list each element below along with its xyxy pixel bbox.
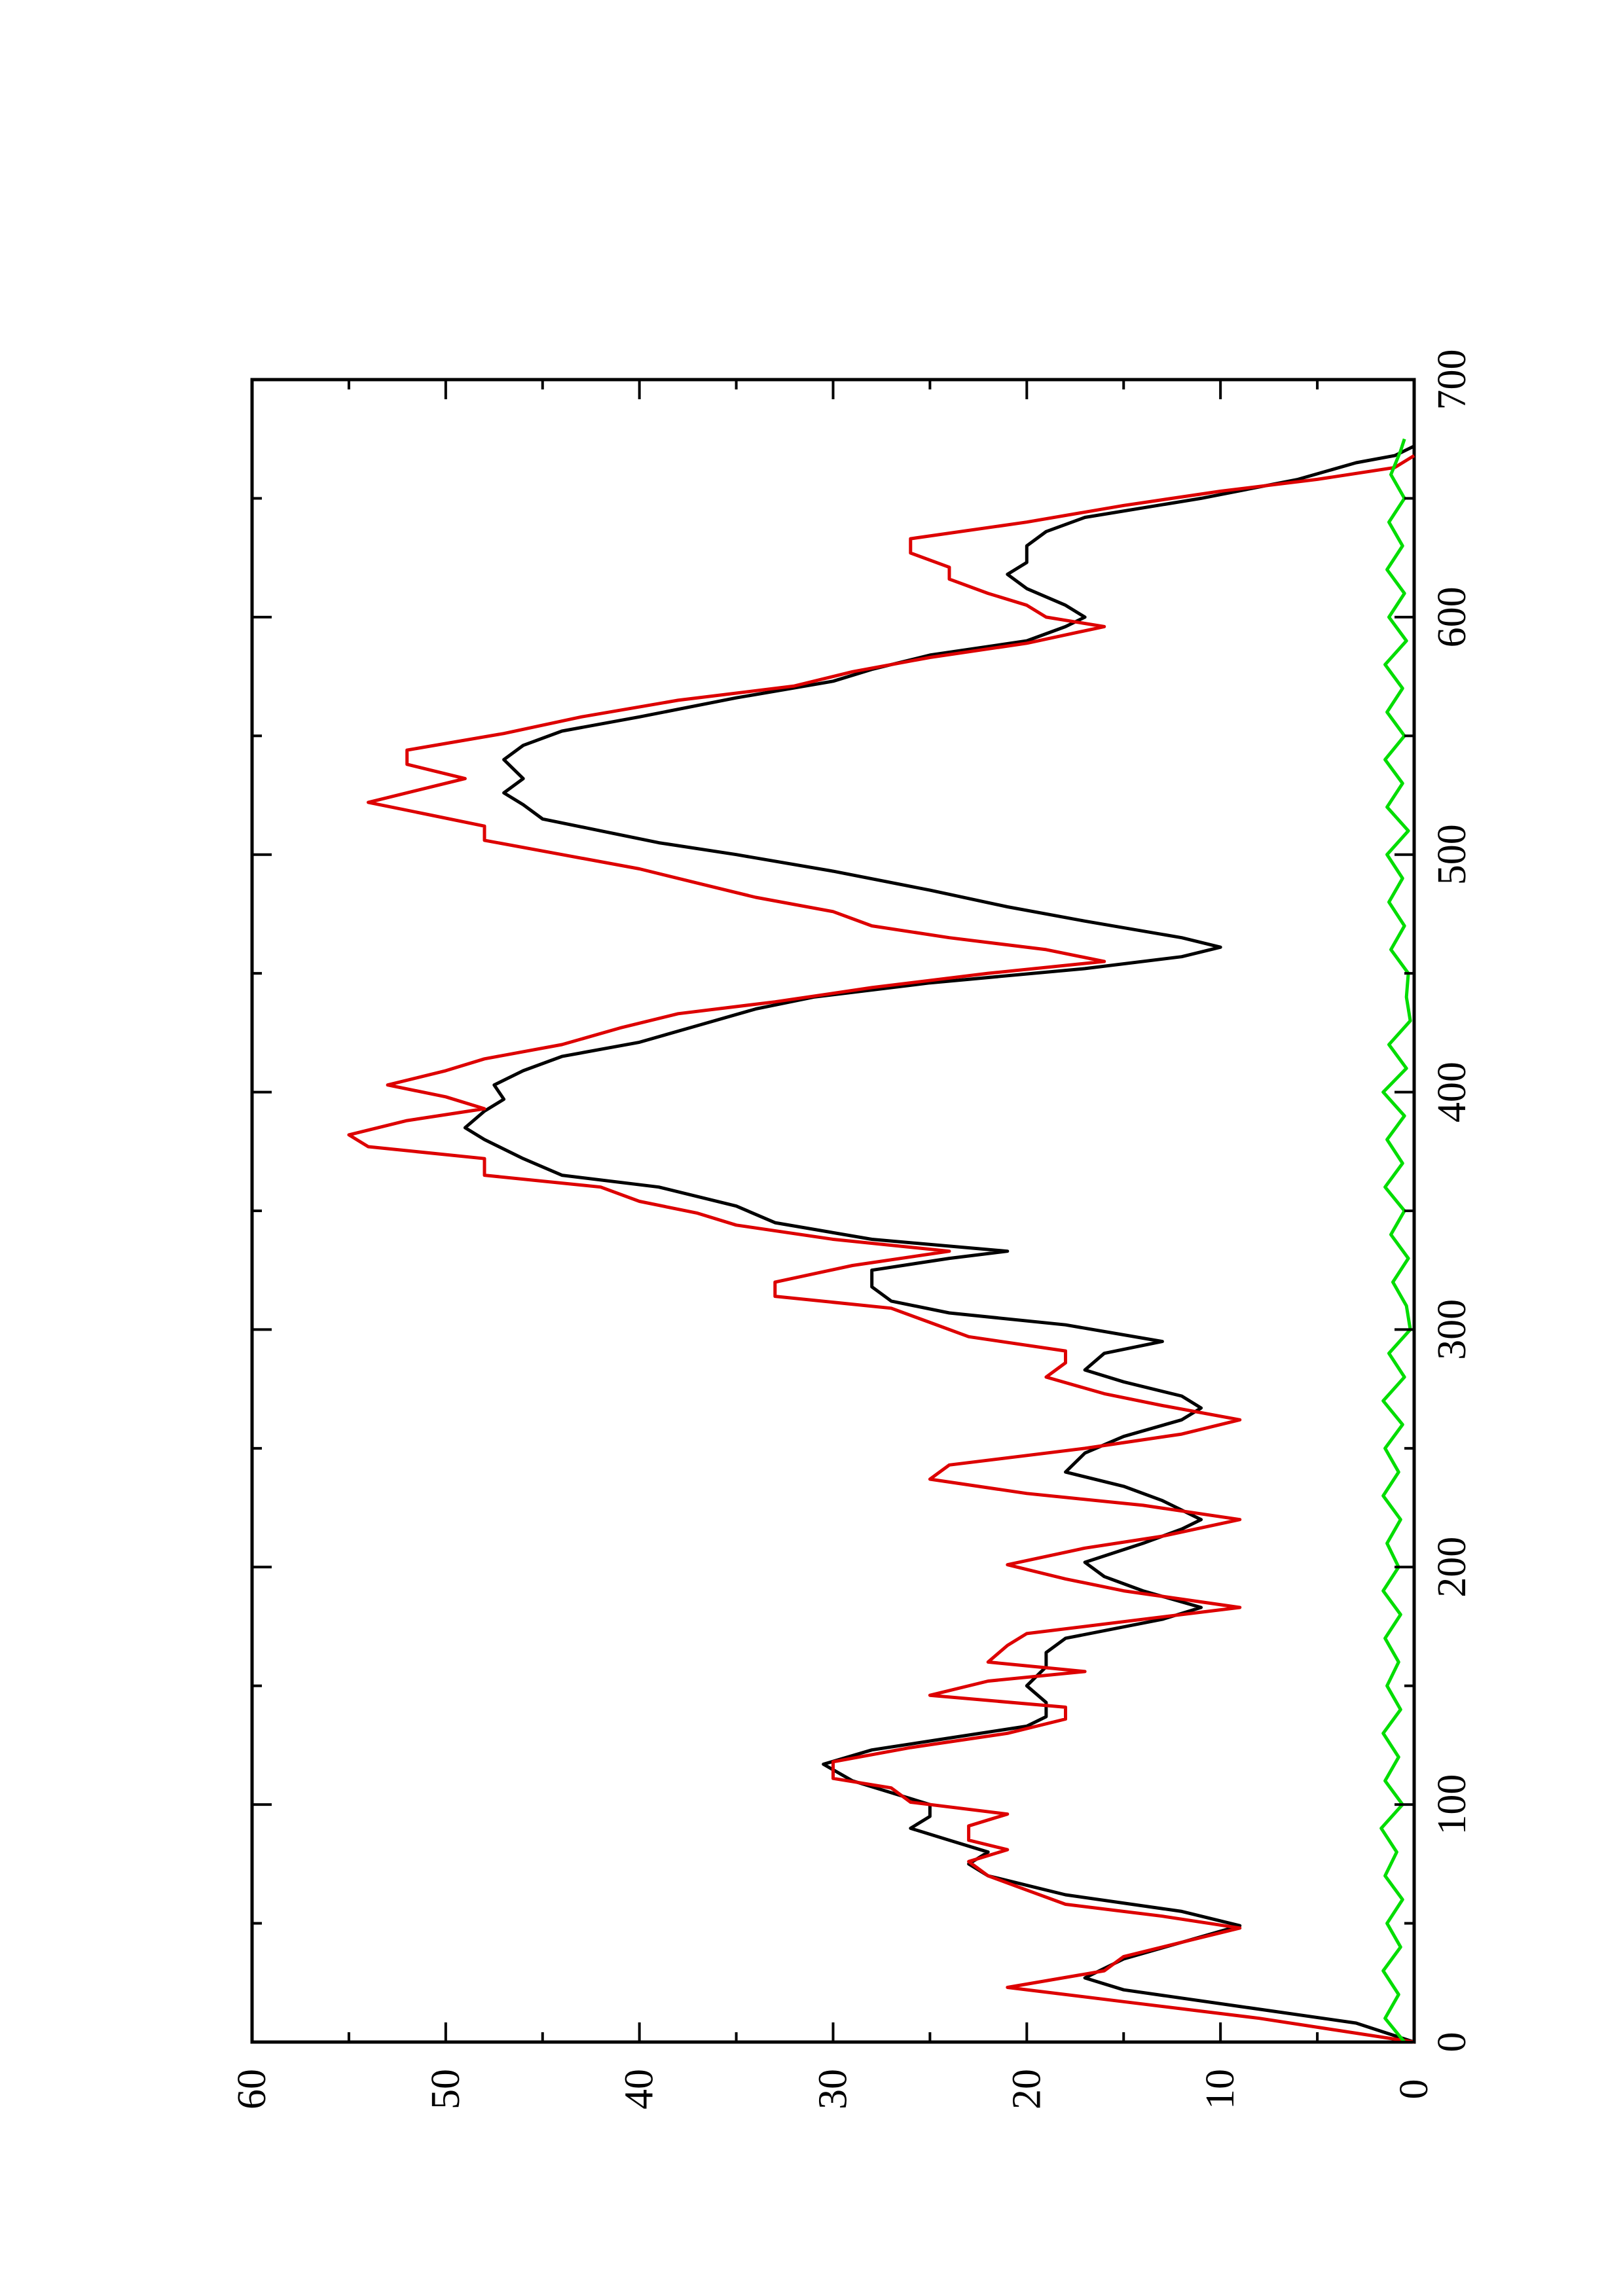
x-tick-label: 400 [1430,1062,1474,1122]
x-tick-label: 100 [1430,1774,1474,1835]
x-tick-label: 600 [1430,586,1474,647]
series-line-green [1379,438,1412,2043]
tick-layer: 0 100 200 300 400 500 600 700 0 10 20 30 40 50 60 [230,350,1474,2110]
x-tick-label: 200 [1430,1537,1474,1598]
series-line-black [463,444,1415,2044]
x-tick-label: 300 [1430,1299,1474,1360]
y-tick-label: 60 [230,2069,274,2109]
y-tick-label: 20 [1004,2069,1049,2109]
y-tick-label: 10 [1198,2069,1243,2109]
y-tick-label: 30 [811,2069,856,2109]
x-tick-label: 700 [1430,350,1474,410]
plot-frame [250,378,1416,2044]
x-tick-label: 0 [1430,2032,1474,2053]
y-tick-label: 0 [1392,2079,1436,2100]
x-tick-label: 500 [1430,824,1474,885]
series-line-red [347,454,1415,2044]
plot-area: 0 100 200 300 400 500 600 700 0 10 20 30 40 50 60 [230,350,1474,2110]
series-layer [347,438,1415,2044]
y-tick-label: 50 [424,2069,468,2109]
y-tick-label: 40 [617,2069,662,2109]
